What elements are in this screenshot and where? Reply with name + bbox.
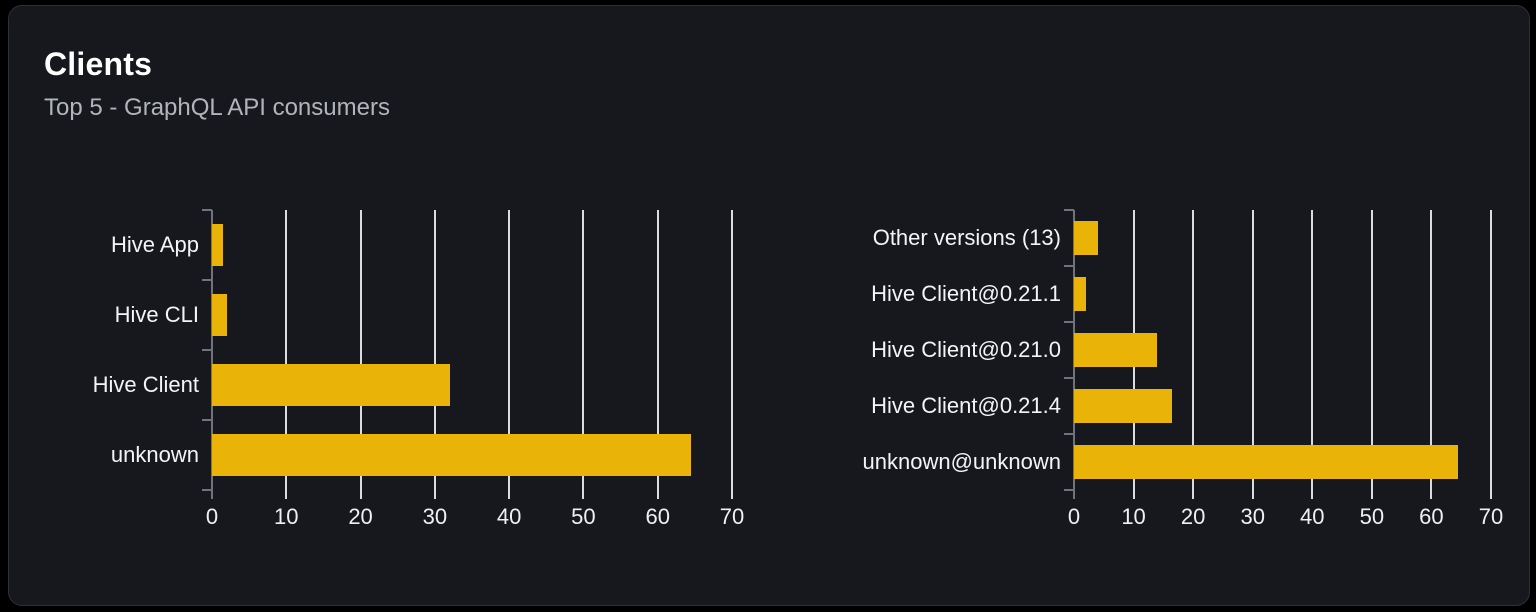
- category-label-other-versions-13: Other versions (13): [872, 225, 1061, 250]
- x-tick-label-60: 60: [1419, 504, 1444, 529]
- gridline-10: [285, 210, 288, 499]
- clients-card: Clients Top 5 - GraphQL API consumers 0 1…: [8, 5, 1530, 606]
- y-axis-line: [1073, 210, 1075, 499]
- x-tick-label-0: 0: [205, 504, 219, 529]
- x-tick-label-20: 20: [1180, 504, 1206, 529]
- y-axis-tick: [1064, 209, 1074, 211]
- y-axis-tick: [202, 419, 212, 421]
- x-tick-label-0: 0: [1067, 504, 1081, 529]
- y-axis-tick: [1064, 377, 1074, 379]
- bar-unknown[interactable]: [212, 434, 692, 476]
- category-label-hive-client-0-21-4: Hive Client@0.21.4: [871, 393, 1061, 418]
- bar-hive-client-0-21-4[interactable]: [1074, 389, 1173, 423]
- category-label-hive-app: Hive App: [110, 232, 199, 257]
- category-label-hive-client-0-21-1: Hive Client@0.21.1: [871, 281, 1061, 306]
- card-title: Clients: [44, 46, 153, 82]
- bar-hive-app[interactable]: [212, 224, 224, 266]
- bar-hive-client[interactable]: [212, 364, 450, 406]
- gridline-50: [582, 210, 585, 499]
- card-subtitle: Top 5 - GraphQL API consumers: [44, 94, 390, 121]
- y-axis-tick: [202, 209, 212, 211]
- gridline-70: [1490, 210, 1492, 499]
- gridline-30: [1251, 210, 1254, 499]
- x-tick-label-60: 60: [645, 504, 670, 529]
- category-label-unknown: unknown: [110, 442, 199, 467]
- gridline-60: [1430, 210, 1433, 499]
- x-tick-label-10: 10: [1121, 504, 1146, 529]
- y-axis-tick: [202, 349, 212, 351]
- y-axis-tick: [1064, 489, 1074, 491]
- y-axis-tick: [1064, 265, 1074, 267]
- y-axis-tick: [1064, 433, 1074, 435]
- gridline-30: [433, 210, 436, 499]
- y-axis-tick: [202, 489, 212, 491]
- x-tick-label-30: 30: [1240, 504, 1265, 529]
- bar-other-versions-13[interactable]: [1074, 221, 1098, 255]
- category-label-hive-cli: Hive CLI: [114, 302, 199, 327]
- x-tick-label-30: 30: [422, 504, 448, 529]
- bar-hive-client-0-21-1[interactable]: [1074, 277, 1086, 311]
- x-tick-label-10: 10: [274, 504, 299, 529]
- bar-hive-cli[interactable]: [212, 294, 227, 336]
- y-axis-tick: [202, 279, 212, 281]
- gridline-20: [359, 210, 362, 499]
- x-tick-label-70: 70: [1478, 504, 1504, 529]
- y-axis-line: [211, 210, 213, 499]
- y-axis-tick: [1064, 321, 1074, 323]
- category-label-unknown-unknown: unknown@unknown: [862, 449, 1061, 474]
- clients-by-version-chart: 0 10 20 30 40 50 60 70 Other versions (13) Hive C…: [863, 209, 1503, 529]
- x-tick-label-20: 20: [348, 504, 373, 529]
- x-tick-label-70: 70: [719, 504, 745, 529]
- gridline-50: [1370, 210, 1373, 499]
- bar-unknown-unknown[interactable]: [1074, 445, 1459, 479]
- x-tick-label-40: 40: [496, 504, 522, 529]
- bar-hive-client-0-21-0[interactable]: [1074, 333, 1158, 367]
- gridline-40: [1311, 210, 1314, 499]
- x-tick-label-50: 50: [1359, 504, 1385, 529]
- clients-by-name-chart: 0 10 20 30 40 50 60 70 Hive App Hive CLI Hive Clie…: [93, 209, 744, 529]
- category-label-hive-client: Hive Client: [92, 372, 199, 397]
- gridline-60: [656, 210, 659, 499]
- gridline-20: [1192, 210, 1195, 499]
- category-label-hive-client-0-21-0: Hive Client@0.21.0: [871, 337, 1061, 362]
- gridline-70: [731, 210, 733, 499]
- gridline-40: [508, 210, 511, 499]
- x-tick-label-50: 50: [571, 504, 596, 529]
- x-tick-label-40: 40: [1300, 504, 1325, 529]
